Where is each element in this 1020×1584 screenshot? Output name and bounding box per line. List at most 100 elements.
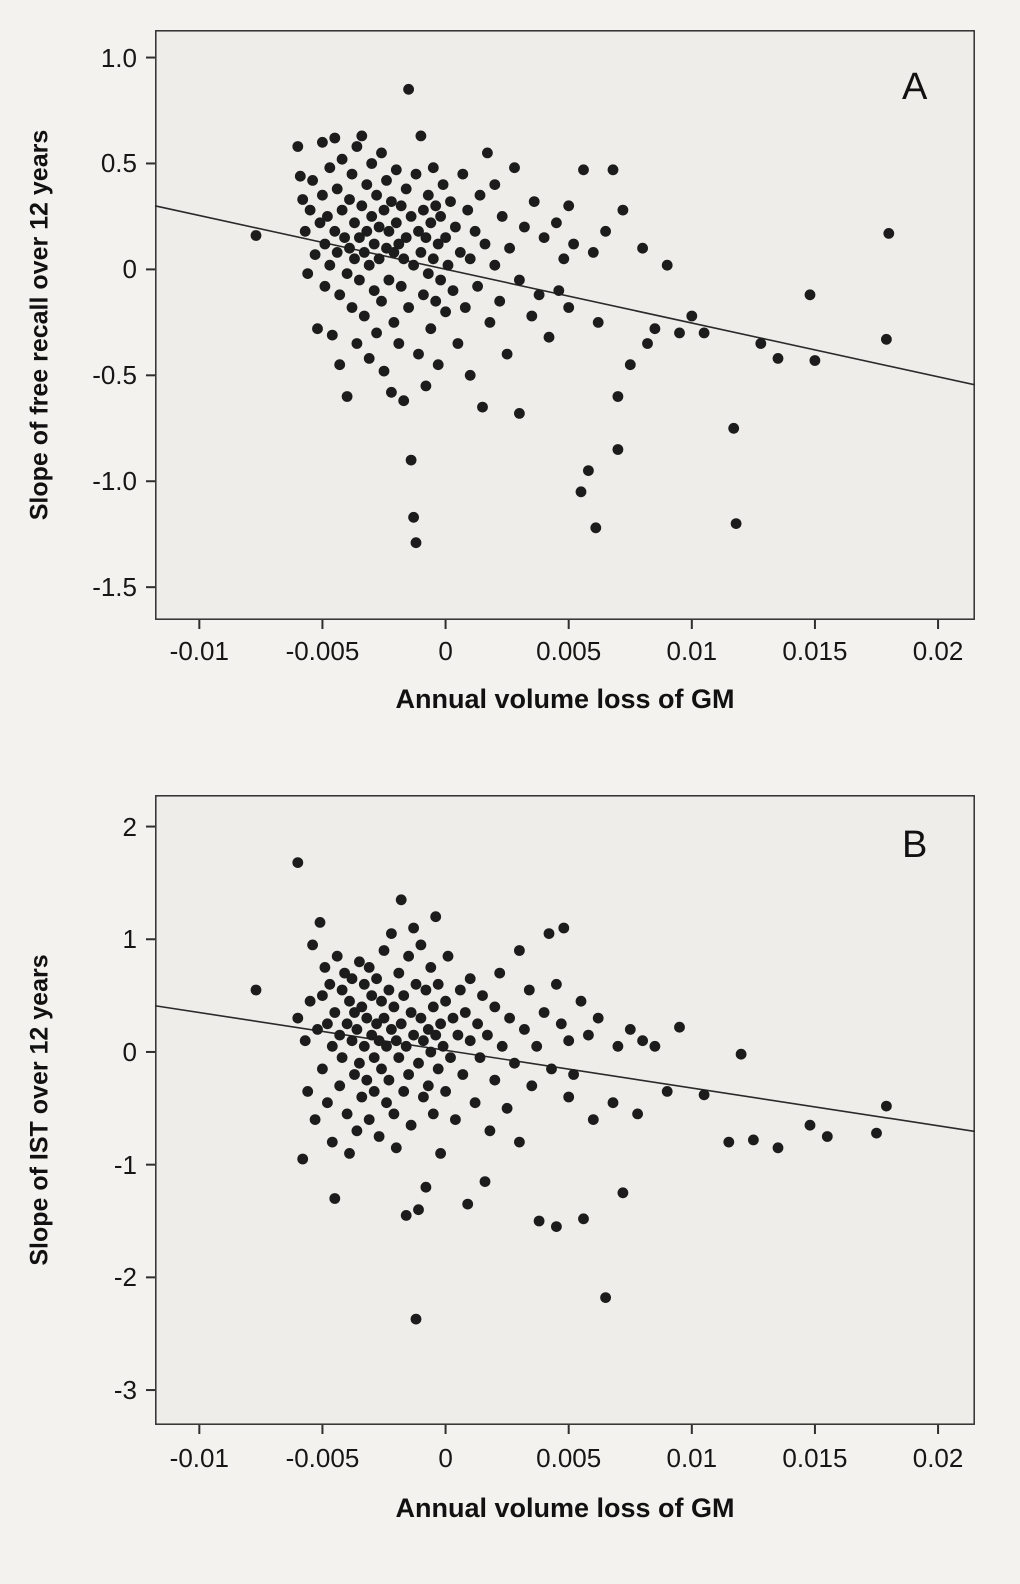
data-point	[464, 369, 476, 381]
data-point	[363, 1114, 375, 1125]
data-point	[381, 1097, 392, 1109]
data-point	[398, 395, 410, 407]
x-tick-label: -0.01	[169, 1443, 229, 1473]
data-point	[351, 338, 363, 349]
data-point	[366, 990, 378, 1001]
data-point	[395, 1018, 407, 1030]
data-point	[326, 1136, 338, 1148]
data-point	[410, 978, 422, 990]
data-point	[368, 285, 380, 296]
data-point	[324, 978, 336, 990]
scatter-panel-b: B 2 1 0 -1 -2 -3 -0.01 -0.005 0 0.005 0.01 0.015 0.…	[0, 762, 1020, 1584]
data-point	[563, 302, 575, 313]
data-point	[408, 922, 419, 934]
data-point	[403, 302, 414, 313]
data-point	[748, 1134, 759, 1146]
data-point	[519, 1024, 530, 1035]
data-point	[324, 259, 336, 271]
data-point	[381, 175, 392, 186]
data-point	[349, 217, 360, 229]
data-point	[538, 232, 550, 244]
data-point	[378, 204, 390, 216]
data-point	[386, 386, 397, 398]
data-point	[519, 221, 530, 233]
data-point	[358, 1040, 370, 1052]
data-point	[617, 1187, 629, 1199]
data-point	[440, 995, 451, 1007]
data-point	[427, 162, 439, 174]
y-axis-title-b: Slope of IST over 12 years	[25, 954, 54, 1266]
data-point	[341, 1108, 353, 1120]
data-point	[361, 225, 373, 237]
data-point	[420, 232, 432, 244]
data-point	[390, 1035, 402, 1047]
data-point	[354, 274, 365, 286]
data-point	[607, 1097, 619, 1109]
data-point	[403, 1069, 414, 1080]
data-point	[356, 200, 368, 212]
data-point	[442, 259, 454, 271]
data-point	[413, 1057, 424, 1069]
data-point	[314, 917, 326, 928]
data-point	[504, 242, 515, 254]
data-point	[728, 422, 740, 434]
data-point	[368, 238, 380, 250]
data-point	[413, 348, 424, 360]
trend-line	[154, 1004, 975, 1133]
data-point	[881, 1100, 892, 1112]
data-point	[821, 1131, 833, 1142]
data-point	[501, 1102, 513, 1114]
data-point	[612, 391, 624, 402]
y-tick-label: -1.5	[92, 572, 137, 603]
data-point	[317, 136, 328, 148]
data-point	[464, 973, 476, 985]
data-point	[482, 1029, 493, 1041]
data-point	[373, 221, 385, 233]
data-point	[617, 204, 629, 216]
data-point	[425, 1046, 437, 1058]
y-tick-label: 1.0	[100, 42, 137, 73]
data-point	[398, 990, 410, 1001]
data-point	[558, 253, 570, 265]
data-point	[324, 162, 336, 174]
data-point	[410, 537, 422, 549]
data-point	[447, 1012, 459, 1024]
data-point	[339, 967, 350, 979]
data-point	[578, 164, 589, 176]
data-point	[376, 147, 387, 159]
data-point	[376, 295, 387, 307]
data-point	[322, 1018, 333, 1030]
data-point	[555, 1018, 567, 1030]
data-point	[317, 1063, 328, 1075]
data-point	[755, 338, 767, 349]
data-point	[551, 978, 562, 990]
data-point	[883, 228, 895, 239]
data-point	[698, 1089, 710, 1101]
data-point	[319, 280, 331, 292]
data-point	[403, 950, 414, 962]
data-point	[637, 1035, 648, 1047]
data-point	[361, 1074, 373, 1086]
data-point	[376, 995, 387, 1007]
data-point	[482, 147, 493, 159]
data-point	[437, 1040, 449, 1052]
data-point	[400, 183, 412, 195]
data-point	[674, 327, 685, 339]
data-point	[450, 221, 461, 233]
x-tick-label: 0.005	[536, 636, 602, 666]
data-point	[351, 141, 363, 152]
x-tick-label: -0.005	[285, 636, 360, 666]
data-point	[346, 973, 358, 985]
data-point	[459, 1007, 471, 1018]
data-point	[422, 1080, 434, 1092]
data-point	[356, 130, 368, 142]
data-point	[563, 1091, 575, 1103]
data-point	[344, 1148, 355, 1159]
data-point	[349, 1007, 360, 1018]
x-tick-label: 0.015	[782, 1443, 848, 1473]
data-point	[445, 196, 456, 208]
data-point	[358, 310, 370, 322]
data-point	[390, 1142, 402, 1154]
data-point	[632, 1108, 643, 1120]
data-point	[331, 183, 343, 195]
